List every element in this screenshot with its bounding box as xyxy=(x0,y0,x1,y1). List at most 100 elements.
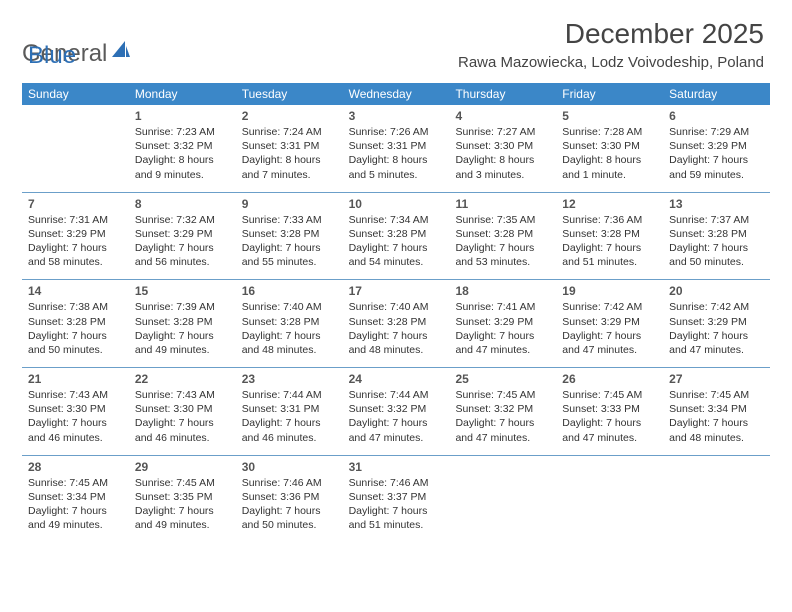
dow-cell: Saturday xyxy=(663,83,770,105)
week-row: 14 Sunrise: 7:38 AM Sunset: 3:28 PM Dayligh… xyxy=(22,280,770,368)
day-cell: 10Sunrise: 7:34 AMSunset: 3:28 PMDayligh… xyxy=(343,193,450,280)
week-row: 1Sunrise: 7:23 AMSunset: 3:32 PMDaylight… xyxy=(22,105,770,193)
day-line: Sunrise: 7:35 AM xyxy=(455,213,550,227)
day-cell: 28Sunrise: 7:45 AMSunset: 3:34 PMDayligh… xyxy=(22,456,129,543)
logo-line2: Blue xyxy=(28,42,76,70)
day-line: Sunrise: 7:38 AM xyxy=(28,300,123,314)
day-line: Daylight: 8 hours xyxy=(349,153,444,167)
day-cell: 29Sunrise: 7:45 AMSunset: 3:35 PMDayligh… xyxy=(129,456,236,543)
day-line: and 1 minute. xyxy=(562,168,657,182)
day-line: and 3 minutes. xyxy=(455,168,550,182)
day-line: Sunrise: 7:40 AM xyxy=(242,300,337,314)
day-number: 28 xyxy=(28,460,123,474)
day-line: Daylight: 7 hours xyxy=(562,241,657,255)
day-line: Sunset: 3:33 PM xyxy=(562,402,657,416)
day-cell: 31Sunrise: 7:46 AMSunset: 3:37 PMDayligh… xyxy=(343,456,450,543)
calendar: SundayMondayTuesdayWednesdayThursdayFrid… xyxy=(22,83,770,542)
day-cell: 21Sunrise: 7:43 AMSunset: 3:30 PMDayligh… xyxy=(22,368,129,455)
day-line: Sunrise: 7:31 AM xyxy=(28,213,123,227)
dow-cell: Friday xyxy=(556,83,663,105)
location: Rawa Mazowiecka, Lodz Voivodeship, Polan… xyxy=(458,54,764,71)
day-line: and 5 minutes. xyxy=(349,168,444,182)
day-line: Sunrise: 7:39 AM xyxy=(135,300,230,314)
day-cell: 6Sunrise: 7:29 AMSunset: 3:29 PMDaylight… xyxy=(663,105,770,192)
day-line: Daylight: 8 hours xyxy=(562,153,657,167)
day-cell: 18Sunrise: 7:41 AMSunset: 3:29 PMDayligh… xyxy=(449,280,556,367)
month-title: December 2025 xyxy=(458,18,764,50)
day-line: Sunset: 3:28 PM xyxy=(349,315,444,329)
day-cell: 15Sunrise: 7:39 AMSunset: 3:28 PMDayligh… xyxy=(129,280,236,367)
day-line: and 47 minutes. xyxy=(349,431,444,445)
day-line: Sunrise: 7:42 AM xyxy=(669,300,764,314)
day-line: and 47 minutes. xyxy=(455,431,550,445)
day-line: Sunset: 3:28 PM xyxy=(669,227,764,241)
day-line: and 49 minutes. xyxy=(28,518,123,532)
day-cell: 12Sunrise: 7:36 AMSunset: 3:28 PMDayligh… xyxy=(556,193,663,280)
day-line: Daylight: 7 hours xyxy=(135,504,230,518)
day-line: and 51 minutes. xyxy=(562,255,657,269)
day-number: 30 xyxy=(242,460,337,474)
day-number: 8 xyxy=(135,197,230,211)
day-line: Sunrise: 7:44 AM xyxy=(349,388,444,402)
day-cell: 19Sunrise: 7:42 AMSunset: 3:29 PMDayligh… xyxy=(556,280,663,367)
day-line: Sunrise: 7:45 AM xyxy=(562,388,657,402)
day-number: 10 xyxy=(349,197,444,211)
day-number: 9 xyxy=(242,197,337,211)
day-cell: 4Sunrise: 7:27 AMSunset: 3:30 PMDaylight… xyxy=(449,105,556,192)
day-number: 3 xyxy=(349,109,444,123)
day-line: and 48 minutes. xyxy=(242,343,337,357)
day-number: 22 xyxy=(135,372,230,386)
day-line: Daylight: 7 hours xyxy=(242,504,337,518)
day-cell: 13Sunrise: 7:37 AMSunset: 3:28 PMDayligh… xyxy=(663,193,770,280)
day-number: 29 xyxy=(135,460,230,474)
day-line: Sunset: 3:28 PM xyxy=(562,227,657,241)
day-cell: 2Sunrise: 7:24 AMSunset: 3:31 PMDaylight… xyxy=(236,105,343,192)
day-line: and 46 minutes. xyxy=(28,431,123,445)
day-line: Sunset: 3:28 PM xyxy=(242,227,337,241)
day-number: 14 xyxy=(28,284,123,298)
day-line: Sunrise: 7:45 AM xyxy=(455,388,550,402)
day-line: and 51 minutes. xyxy=(349,518,444,532)
day-line: and 7 minutes. xyxy=(242,168,337,182)
day-number: 23 xyxy=(242,372,337,386)
day-number: 17 xyxy=(349,284,444,298)
day-number: 31 xyxy=(349,460,444,474)
day-line: Sunrise: 7:28 AM xyxy=(562,125,657,139)
logo-text-2: Blue xyxy=(28,42,76,70)
day-line: Sunrise: 7:36 AM xyxy=(562,213,657,227)
day-line: Sunset: 3:34 PM xyxy=(28,490,123,504)
day-number: 5 xyxy=(562,109,657,123)
title-block: December 2025 Rawa Mazowiecka, Lodz Voiv… xyxy=(458,18,764,71)
day-line: and 54 minutes. xyxy=(349,255,444,269)
day-number: 2 xyxy=(242,109,337,123)
day-line: Sunset: 3:32 PM xyxy=(135,139,230,153)
day-line: Sunrise: 7:46 AM xyxy=(242,476,337,490)
day-line: Sunset: 3:31 PM xyxy=(349,139,444,153)
day-line: Daylight: 7 hours xyxy=(242,416,337,430)
day-line: Sunrise: 7:23 AM xyxy=(135,125,230,139)
day-number: 27 xyxy=(669,372,764,386)
day-line: Sunrise: 7:45 AM xyxy=(669,388,764,402)
day-line: and 59 minutes. xyxy=(669,168,764,182)
day-number: 21 xyxy=(28,372,123,386)
day-line: Sunrise: 7:41 AM xyxy=(455,300,550,314)
day-cell xyxy=(663,456,770,543)
dow-row: SundayMondayTuesdayWednesdayThursdayFrid… xyxy=(22,83,770,105)
day-line: Sunset: 3:30 PM xyxy=(135,402,230,416)
day-cell: 26Sunrise: 7:45 AMSunset: 3:33 PMDayligh… xyxy=(556,368,663,455)
day-line: and 46 minutes. xyxy=(135,431,230,445)
day-line: Sunset: 3:29 PM xyxy=(28,227,123,241)
day-line: Daylight: 7 hours xyxy=(562,329,657,343)
day-line: Sunset: 3:29 PM xyxy=(135,227,230,241)
day-cell: 7Sunrise: 7:31 AMSunset: 3:29 PMDaylight… xyxy=(22,193,129,280)
day-cell: 16Sunrise: 7:40 AMSunset: 3:28 PMDayligh… xyxy=(236,280,343,367)
day-line: Sunrise: 7:32 AM xyxy=(135,213,230,227)
day-line: Sunset: 3:28 PM xyxy=(135,315,230,329)
week-row: 7Sunrise: 7:31 AMSunset: 3:29 PMDaylight… xyxy=(22,193,770,281)
day-line: Daylight: 7 hours xyxy=(669,416,764,430)
day-line: Daylight: 7 hours xyxy=(455,416,550,430)
day-line: Daylight: 8 hours xyxy=(242,153,337,167)
day-number: 18 xyxy=(455,284,550,298)
day-line: Daylight: 7 hours xyxy=(135,241,230,255)
day-cell: 5Sunrise: 7:28 AMSunset: 3:30 PMDaylight… xyxy=(556,105,663,192)
